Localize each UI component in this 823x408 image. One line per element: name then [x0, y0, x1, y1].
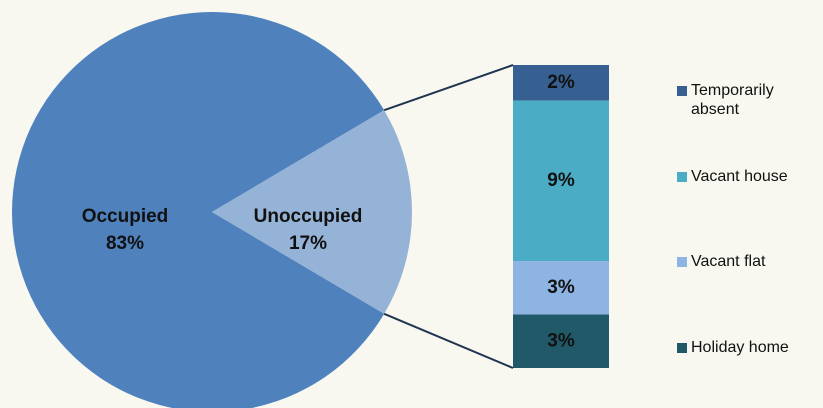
bar-value-label: 3%	[547, 330, 575, 351]
bar-value-label: 3%	[547, 277, 575, 298]
pie-value-label: 17%	[289, 233, 327, 254]
legend-label: Temporarily absent	[691, 82, 774, 118]
legend-swatch	[677, 86, 687, 96]
pie-label: Unoccupied	[254, 206, 363, 227]
pie-slice	[212, 110, 412, 314]
bar-segment	[513, 314, 609, 368]
legend-label: Vacant flat	[691, 253, 766, 270]
bar-segment	[513, 261, 609, 315]
legend-swatch	[677, 343, 687, 353]
bar-value-label: 2%	[547, 72, 575, 93]
pie-label: Occupied	[82, 206, 169, 227]
connector	[383, 64, 514, 112]
pie-value-label: 83%	[106, 233, 144, 254]
legend-label: Holiday home	[691, 339, 789, 356]
bar-segment	[513, 100, 609, 262]
legend-swatch	[677, 172, 687, 182]
legend-label: Vacant house	[691, 168, 788, 185]
bar-segment	[513, 65, 609, 101]
bar-value-label: 9%	[547, 170, 575, 191]
pie-slice	[12, 12, 385, 408]
legend-swatch	[677, 257, 687, 267]
connector	[383, 312, 514, 369]
